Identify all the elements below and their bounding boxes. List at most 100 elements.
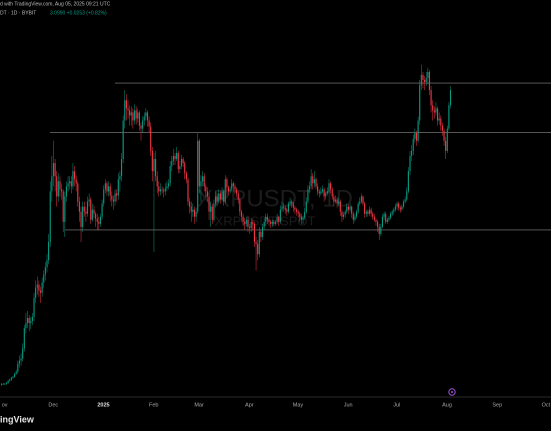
candle-body bbox=[120, 159, 123, 177]
candle-body bbox=[91, 209, 93, 220]
candle-body bbox=[302, 217, 304, 220]
candle-body bbox=[197, 140, 199, 212]
candle-body bbox=[31, 317, 33, 322]
candle-body bbox=[336, 199, 338, 204]
candle-body bbox=[305, 201, 307, 212]
candle-body bbox=[266, 216, 268, 220]
candle-body bbox=[176, 152, 178, 160]
candle-body bbox=[18, 360, 21, 364]
candle-body bbox=[182, 159, 184, 164]
candle-body bbox=[338, 201, 340, 204]
candle-body bbox=[424, 80, 426, 83]
candle-body bbox=[373, 216, 375, 220]
candle-body bbox=[268, 219, 270, 222]
candle-body bbox=[370, 209, 372, 214]
candle-body bbox=[214, 196, 217, 204]
candle-body bbox=[164, 188, 166, 192]
candle-body bbox=[208, 196, 210, 212]
candle-body bbox=[17, 363, 19, 372]
candle-body bbox=[391, 211, 393, 214]
candle-body bbox=[177, 152, 179, 170]
candle-body bbox=[386, 219, 388, 222]
candle-body bbox=[2, 383, 4, 385]
candle-body bbox=[93, 209, 95, 214]
candle-body bbox=[420, 74, 422, 86]
candle-body bbox=[320, 191, 322, 194]
candle-body bbox=[385, 213, 387, 222]
candle-body bbox=[56, 176, 58, 197]
candle-body bbox=[404, 199, 406, 202]
candle-body bbox=[240, 211, 243, 217]
candle-body bbox=[224, 179, 226, 202]
candle-body bbox=[428, 71, 431, 91]
candle-body bbox=[419, 85, 421, 121]
candle-body bbox=[257, 244, 259, 255]
candle-body bbox=[232, 183, 234, 187]
candle-body bbox=[130, 112, 132, 116]
candle-body bbox=[436, 108, 439, 121]
candle-body bbox=[166, 186, 168, 189]
candle-body bbox=[210, 206, 212, 212]
candle-body bbox=[411, 150, 413, 156]
candle-body bbox=[242, 216, 244, 222]
candle-body bbox=[378, 226, 380, 234]
candle-body bbox=[135, 110, 137, 119]
candle-body bbox=[383, 213, 385, 217]
candle-body bbox=[180, 159, 183, 167]
candle-body bbox=[163, 190, 165, 192]
candle-body bbox=[326, 191, 328, 194]
candle-body bbox=[99, 216, 102, 224]
candle-body bbox=[1, 383, 3, 385]
candle-body bbox=[146, 112, 149, 121]
candle-body bbox=[427, 71, 429, 78]
candle-body bbox=[346, 206, 348, 212]
watermark: XRPUSDT, 1D bbox=[197, 185, 353, 212]
event-icon[interactable] bbox=[448, 388, 456, 396]
candle-body bbox=[198, 140, 200, 187]
candle-body bbox=[286, 209, 288, 212]
candle-body bbox=[234, 186, 236, 190]
candle-body bbox=[127, 108, 129, 111]
candle-body bbox=[48, 242, 50, 261]
candle-body bbox=[44, 267, 46, 275]
candle-body bbox=[101, 203, 103, 217]
candle-body bbox=[229, 189, 231, 192]
candle-body bbox=[237, 193, 239, 200]
candle-body bbox=[108, 186, 110, 192]
candle-body bbox=[239, 199, 241, 212]
candle-body bbox=[221, 191, 223, 200]
candle-body bbox=[104, 183, 106, 190]
candle-body bbox=[355, 211, 358, 217]
candle-body bbox=[96, 218, 98, 222]
candle-body bbox=[334, 199, 337, 202]
candle-body bbox=[440, 118, 442, 126]
candle-body bbox=[318, 191, 320, 194]
candle-body bbox=[171, 161, 173, 167]
candle-body bbox=[98, 221, 100, 224]
candle-body bbox=[54, 163, 56, 177]
candle-body bbox=[103, 189, 105, 204]
candle-body bbox=[52, 163, 55, 177]
x-tick-label: Mar bbox=[194, 402, 204, 408]
candle-body bbox=[151, 150, 153, 172]
candle-body bbox=[23, 328, 25, 349]
candle-body bbox=[406, 191, 408, 200]
candle-body bbox=[49, 191, 51, 243]
brand: ingView bbox=[0, 414, 35, 424]
candle-body bbox=[359, 201, 361, 204]
candle-body bbox=[412, 138, 414, 151]
candle-body bbox=[124, 100, 126, 121]
candle-body bbox=[279, 209, 281, 222]
candle-body bbox=[90, 199, 92, 220]
candle-body bbox=[150, 126, 152, 151]
candle-body bbox=[116, 193, 118, 196]
candle-body bbox=[14, 373, 16, 377]
candle-body bbox=[22, 348, 24, 359]
candle-body bbox=[129, 110, 131, 116]
candle-body bbox=[396, 203, 398, 207]
candle-body bbox=[441, 125, 443, 131]
candle-body bbox=[312, 176, 314, 184]
candle-body bbox=[156, 176, 158, 187]
candle-body bbox=[273, 221, 275, 224]
candle-body bbox=[117, 179, 119, 196]
